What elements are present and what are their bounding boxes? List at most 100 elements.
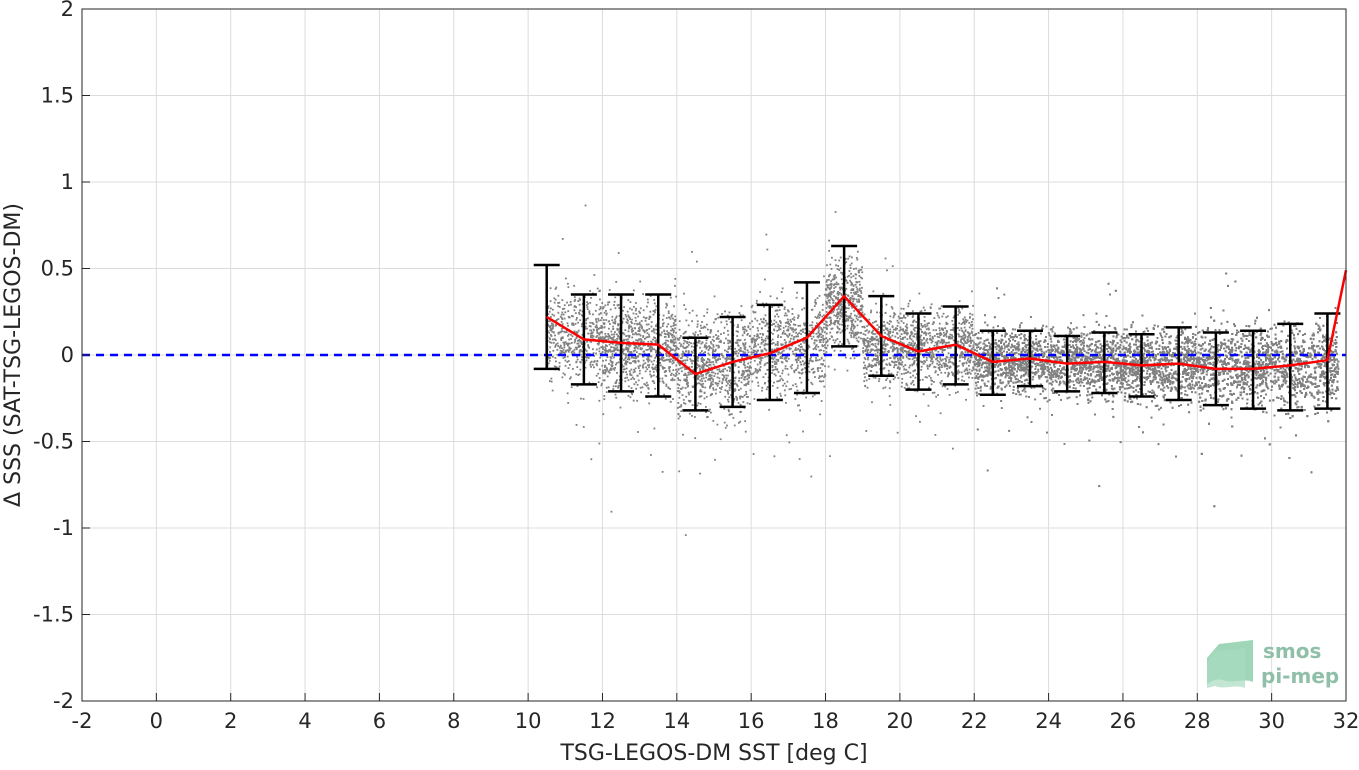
- scatter-point: [566, 392, 569, 395]
- scatter-point: [633, 322, 636, 325]
- scatter-point: [602, 338, 605, 341]
- scatter-point: [608, 335, 611, 338]
- scatter-point: [850, 276, 853, 279]
- scatter-point: [847, 257, 850, 260]
- scatter-point: [562, 341, 565, 344]
- scatter-point: [823, 331, 826, 334]
- scatter-point: [966, 371, 969, 374]
- scatter-point: [868, 365, 871, 368]
- scatter-point: [908, 351, 911, 354]
- scatter-point: [925, 328, 928, 331]
- scatter-point: [766, 386, 769, 389]
- scatter-point: [568, 342, 571, 345]
- scatter-point: [725, 320, 728, 323]
- scatter-point: [773, 363, 776, 365]
- scatter-point: [822, 339, 825, 341]
- scatter-point: [851, 306, 854, 309]
- scatter-point: [741, 395, 744, 398]
- scatter-point: [791, 327, 794, 330]
- scatter-point: [795, 331, 798, 334]
- scatter-point: [915, 357, 918, 359]
- scatter-point: [661, 343, 664, 346]
- scatter-point: [813, 305, 816, 307]
- scatter-point: [753, 359, 756, 362]
- scatter-point: [800, 381, 803, 384]
- scatter-point: [601, 302, 604, 304]
- scatter-point: [603, 326, 606, 329]
- scatter-point: [837, 292, 840, 295]
- scatter-point: [573, 348, 576, 351]
- scatter-point: [928, 322, 930, 325]
- scatter-point: [902, 329, 905, 332]
- scatter-point: [562, 372, 565, 375]
- scatter-point: [667, 334, 670, 337]
- scatter-point: [827, 305, 830, 308]
- scatter-point: [579, 309, 582, 312]
- scatter-point: [854, 332, 857, 335]
- scatter-point: [924, 323, 926, 326]
- scatter-point: [633, 368, 635, 371]
- scatter-point: [647, 387, 650, 390]
- scatter-point: [624, 353, 627, 356]
- scatter-point: [630, 352, 633, 355]
- scatter-point: [798, 404, 800, 407]
- scatter-point: [701, 375, 703, 378]
- scatter-point: [887, 351, 890, 354]
- scatter-point: [841, 272, 844, 274]
- scatter-point: [639, 334, 642, 337]
- scatter-point: [674, 327, 677, 330]
- scatter-point: [771, 356, 774, 359]
- scatter-point: [826, 344, 829, 347]
- scatter-point: [676, 407, 679, 409]
- scatter-point: [866, 350, 869, 352]
- scatter-point: [799, 361, 802, 364]
- scatter-point: [600, 317, 603, 319]
- scatter-point: [586, 356, 589, 359]
- scatter-point: [599, 336, 602, 339]
- scatter-point: [919, 338, 922, 341]
- scatter-point: [574, 298, 577, 301]
- scatter-point: [744, 346, 747, 349]
- scatter-point: [670, 329, 672, 332]
- scatter-point: [642, 355, 645, 358]
- scatter-point: [796, 317, 799, 319]
- scatter-point: [852, 347, 854, 350]
- scatter-point: [614, 348, 616, 351]
- scatter-point: [607, 333, 610, 335]
- scatter-point: [877, 361, 880, 364]
- scatter-point: [907, 350, 910, 353]
- scatter-point: [653, 336, 655, 339]
- scatter-point: [839, 310, 842, 313]
- scatter-point: [598, 333, 601, 336]
- scatter-point: [637, 379, 640, 382]
- scatter-point: [787, 328, 789, 331]
- scatter-point: [701, 341, 704, 344]
- scatter-point: [930, 360, 932, 362]
- scatter-point: [938, 322, 941, 325]
- scatter-point: [729, 382, 732, 385]
- scatter-point: [670, 374, 672, 376]
- scatter-point: [570, 342, 573, 344]
- scatter-point: [765, 397, 768, 400]
- scatter-point: [621, 321, 624, 324]
- scatter-point: [777, 315, 780, 318]
- scatter-point: [737, 344, 740, 347]
- scatter-point: [838, 323, 841, 326]
- scatter-point: [734, 350, 736, 353]
- scatter-point: [709, 330, 712, 333]
- scatter-point: [792, 330, 795, 333]
- scatter-point: [721, 362, 724, 365]
- scatter-point: [720, 370, 723, 372]
- scatter-point: [681, 386, 684, 389]
- scatter-point: [624, 357, 627, 360]
- scatter-point: [554, 344, 557, 347]
- scatter-point: [827, 278, 830, 281]
- scatter-point: [888, 395, 891, 398]
- scatter-point: [722, 374, 725, 377]
- scatter-point: [668, 360, 671, 363]
- scatter-point: [643, 352, 646, 355]
- scatter-point: [560, 351, 563, 353]
- scatter-point: [728, 355, 731, 358]
- scatter-point: [632, 356, 635, 359]
- scatter-point: [633, 360, 636, 362]
